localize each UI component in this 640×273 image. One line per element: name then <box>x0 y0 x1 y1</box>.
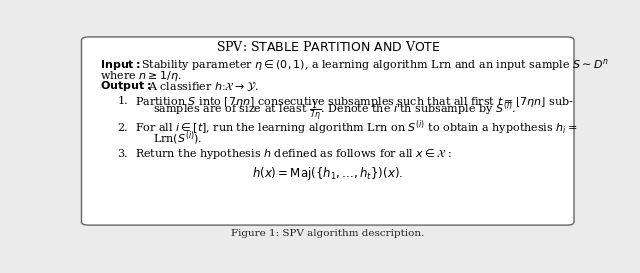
Text: $h(x) = \mathsf{Maj}\left(\{h_1, \ldots, h_t\}\right)(x).$: $h(x) = \mathsf{Maj}\left(\{h_1, \ldots,… <box>252 165 404 182</box>
Text: Figure 1: SPV algorithm description.: Figure 1: SPV algorithm description. <box>231 229 425 238</box>
Text: Stability parameter $\eta \in (0,1)$, a learning algorithm Lrn and an input samp: Stability parameter $\eta \in (0,1)$, a … <box>141 57 609 73</box>
Text: SPV: S$\mathrm{TABLE}$ P$\mathrm{ARTITION}$ $\mathrm{AND}$ V$\mathrm{OTE}$: SPV: S$\mathrm{TABLE}$ P$\mathrm{ARTITIO… <box>216 40 440 54</box>
Text: A classifier $h\colon \mathcal{X} \to \mathcal{Y}$.: A classifier $h\colon \mathcal{X} \to \m… <box>148 80 259 93</box>
Text: Partition $S$ into $\lceil 7\eta n \rceil$ consecutive subsamples such that all : Partition $S$ into $\lceil 7\eta n \rcei… <box>134 94 573 109</box>
Text: $\mathbf{Output:}$: $\mathbf{Output:}$ <box>100 79 151 93</box>
Text: 1.: 1. <box>117 96 128 106</box>
Text: Lrn$(S^{(i)})$.: Lrn$(S^{(i)})$. <box>154 129 203 147</box>
Text: 3.: 3. <box>117 149 128 159</box>
FancyBboxPatch shape <box>81 37 574 225</box>
Text: where $n \geq 1/\eta$.: where $n \geq 1/\eta$. <box>100 69 182 83</box>
Text: samples are of size at least $\frac{1}{7\eta}$. Denote the $i$'th subsample by $: samples are of size at least $\frac{1}{7… <box>154 100 516 124</box>
Text: $\mathbf{Input:}$: $\mathbf{Input:}$ <box>100 58 141 72</box>
Text: Return the hypothesis $h$ defined as follows for all $x \in \mathcal{X}$ :: Return the hypothesis $h$ defined as fol… <box>134 147 452 161</box>
Text: 2.: 2. <box>117 123 128 133</box>
Text: For all $i \in [t]$, run the learning algorithm Lrn on $S^{(i)}$ to obtain a hyp: For all $i \in [t]$, run the learning al… <box>134 118 577 137</box>
